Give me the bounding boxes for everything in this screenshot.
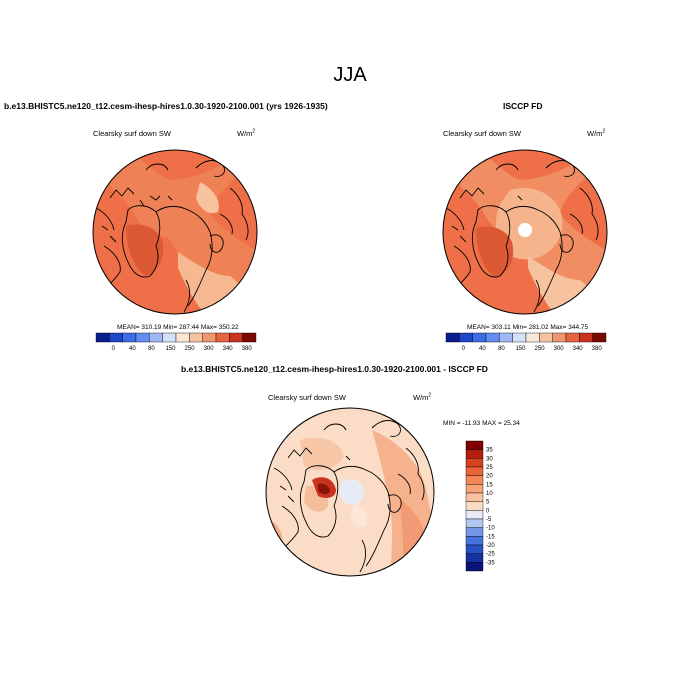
panel-1-colorbar: 0 40 80 150 250 300 340 380 [95,332,257,352]
panel-2-colorbar-box [499,332,513,343]
panel-2-colorbar-tick-label: 0 [462,346,466,352]
panel-1-colorbar-box [189,332,203,343]
panel-1-colorbar-box [122,332,137,343]
panel-1-colorbar-tick-label: 150 [165,346,176,352]
panel-3-colorbar-tick-label: 5 [486,500,490,506]
panel-2-colorbar-tick-label: 150 [515,346,526,352]
panel-1-stats: MEAN= 310.19 Min= 287.44 Max= 350.22 [117,324,239,331]
panel-3-units-label: W/m2 [413,392,432,402]
panel-1-colorbar-tick-label: 340 [223,346,234,352]
panel-1-colorbar-tick-label: 40 [129,346,136,352]
panel-3-title: b.e13.BHISTC5.ne120_t12.cesm-ihesp-hires… [181,364,488,374]
panel-1-units-label: W/m2 [237,128,256,138]
panel-3-colorbar-tick-label: 20 [486,474,493,480]
panel-1-colorbar-box [215,332,230,343]
panel-1-title: b.e13.BHISTC5.ne120_t12.cesm-ihesp-hires… [4,101,328,111]
panel-3-colorbar-tick-label: -15 [486,534,495,540]
panel-3-colorbar-tick-label: -10 [486,526,495,532]
panel-3-colorbar-tick-label: -25 [486,552,495,558]
panel-2-title: ISCCP FD [503,101,543,111]
panel-2-colorbar-box [539,332,553,343]
panel-1-colorbar-box [162,332,177,343]
panel-3-colorbar-box [465,484,484,494]
panel-2-colorbar-box [512,332,527,343]
panel-2-units-label: W/m2 [587,128,606,138]
panel-3-colorbar-tick-label: -5 [486,517,492,523]
panel-1-colorbar-tick-label: 300 [204,346,215,352]
panel-2-colorbar-tick-label: 250 [535,346,546,352]
panel-3-map [265,407,435,577]
panel-3-colorbar-box [465,553,484,563]
panel-1-colorbar-box [202,332,217,343]
panel-1-colorbar-box [149,332,163,343]
panel-1-colorbar-box [135,332,150,343]
panel-1-colorbar-tick-label: 250 [185,346,196,352]
panel-3-colorbar-tick-label: 0 [486,508,490,514]
panel-3-colorbar-tick-label: -35 [486,560,495,566]
panel-3-colorbar: 35 30 25 20 15 10 5 0 -5 -10 -15 -20 -25 -35 [465,440,495,572]
panel-1-colorbar-box [242,332,257,343]
panel-3-colorbar-box [465,536,484,546]
panel-1-colorbar-box [95,332,110,343]
panel-1-colorbar-box [109,332,123,343]
panel-1-colorbar-tick-label: 80 [148,346,155,352]
panel-2-colorbar-box [445,332,460,343]
panel-1-colorbar-box [175,332,190,343]
panel-2-colorbar-tick-label: 40 [479,346,486,352]
panel-1-colorbar-box [229,332,243,343]
panel-3-colorbar-box [465,518,484,528]
panel-1-colorbar-tick-label: 0 [112,346,116,352]
panel-2-colorbar-box [459,332,473,343]
panel-3-colorbar-box [465,440,484,450]
panel-3-variable-label: Clearsky surf down SW [268,393,346,402]
panel-3-colorbar-box [465,562,484,572]
panel-3-colorbar-box [465,492,484,502]
panel-2-stats: MEAN= 303.11 Min= 281.02 Max= 344.75 [467,324,589,331]
panel-2-colorbar-tick-label: 380 [592,346,603,352]
panel-2-colorbar-box [525,332,540,343]
panel-3-colorbar-tick-label: 10 [486,491,493,497]
panel-3-colorbar-tick-label: -20 [486,543,495,549]
panel-3-colorbar-box [465,466,484,476]
panel-1-map [92,149,258,315]
panel-3-colorbar-tick-label: 30 [486,456,493,462]
panel-3-colorbar-tick-label: 35 [486,448,493,454]
panel-2-colorbar-tick-label: 300 [554,346,565,352]
panel-2-missing-data-hole [518,223,532,237]
panel-3-colorbar-box [465,475,484,485]
panel-3-colorbar-tick-label: 25 [486,465,493,471]
panel-3-colorbar-box [465,501,484,511]
panel-1-colorbar-tick-label: 380 [242,346,253,352]
panel-3-colorbar-box [465,544,484,554]
panel-3-stats: MIN = -11.93 MAX = 25.34 [443,420,520,427]
page-title: JJA [333,64,367,86]
panel-2-colorbar-box [485,332,500,343]
panel-2-colorbar-box [565,332,580,343]
panel-2-colorbar-box [579,332,593,343]
panel-2-colorbar-box [552,332,567,343]
panel-2-colorbar-tick-label: 80 [498,346,505,352]
panel-3-colorbar-box [465,527,484,537]
panel-3-colorbar-box [465,449,484,459]
panel-2-colorbar-box [592,332,607,343]
panel-3-colorbar-box [465,510,484,520]
panel-2-colorbar: 0 40 80 150 250 300 340 380 [445,332,607,352]
panel-3-colorbar-box [465,458,484,468]
panel-2-map [442,149,608,315]
panel-2-colorbar-tick-label: 340 [573,346,584,352]
panel-1-variable-label: Clearsky surf down SW [93,129,171,138]
panel-3-colorbar-tick-label: 15 [486,482,493,488]
panel-2-colorbar-box [472,332,487,343]
panel-2-variable-label: Clearsky surf down SW [443,129,521,138]
